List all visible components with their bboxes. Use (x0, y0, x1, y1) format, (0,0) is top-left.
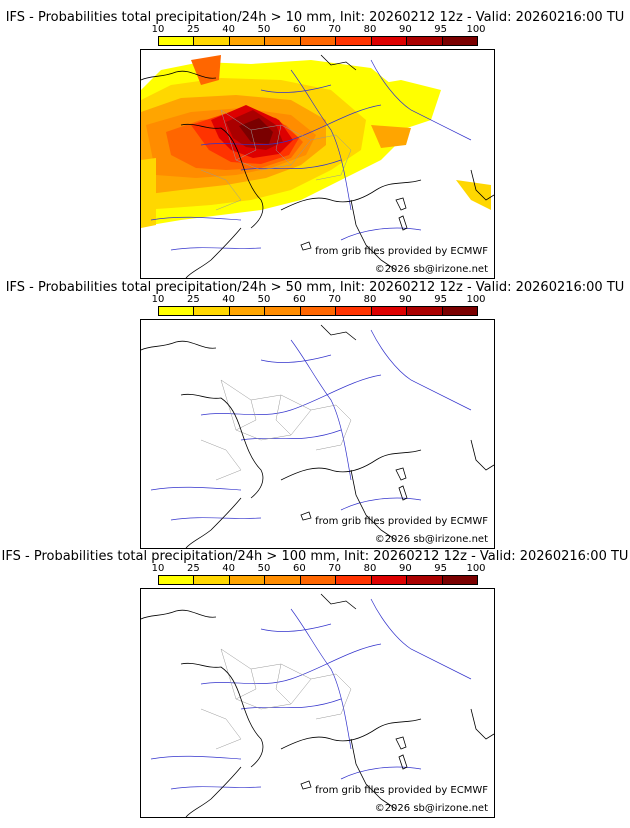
coast-layer (141, 54, 494, 278)
colorbar-tick-label: 80 (363, 563, 377, 574)
colorbar-tick-label: 95 (434, 563, 448, 574)
colorbar-tick-label: 95 (434, 294, 448, 305)
colorbar-swatch (442, 37, 477, 45)
map-svg (141, 54, 494, 278)
colorbar-tick-label: 90 (398, 563, 412, 574)
colorbar-labels: 10 25 40 50 60 70 80 90 95 100 (140, 564, 514, 574)
colorbar-swatch (407, 37, 443, 45)
colorbar-swatch (371, 37, 408, 45)
colorbar-swatch (265, 307, 301, 315)
map-50mm: from grib files provided by ECMWF ©2026 … (140, 319, 495, 549)
colorbar-swatch (371, 307, 408, 315)
colorbar-swatch (442, 307, 477, 315)
colorbar-swatch (194, 576, 230, 584)
precip-layer (141, 55, 491, 228)
colorbar-tick-label: 40 (222, 294, 236, 305)
map-10mm: from grib files provided by ECMWF ©2026 … (140, 49, 495, 279)
colorbar-labels: 10 25 40 50 60 70 80 90 95 100 (140, 25, 514, 35)
colorbar-swatch (336, 307, 372, 315)
colorbar-swatch (300, 37, 337, 45)
colorbar-tick-label: 40 (222, 24, 236, 35)
rivers-layer (150, 598, 472, 790)
colorbar-swatch (229, 37, 266, 45)
colorbar-tick-label: 80 (363, 24, 377, 35)
colorbar-swatch (265, 37, 301, 45)
colorbar-swatch (407, 576, 443, 584)
colorbar-tick-label: 50 (257, 563, 271, 574)
colorbar (158, 36, 478, 46)
rivers-layer (150, 329, 472, 521)
colorbar-tick-label: 10 (151, 24, 165, 35)
panel-title: IFS - Probabilities total precipitation/… (5, 10, 625, 25)
colorbar-tick-label: 100 (466, 24, 486, 35)
colorbar-tick-label: 70 (328, 24, 342, 35)
colorbar-swatch (159, 307, 195, 315)
panel-title: IFS - Probabilities total precipitation/… (1, 549, 629, 564)
credit-source: from grib files provided by ECMWF (315, 785, 488, 796)
colorbar-tick-label: 70 (328, 294, 342, 305)
colorbar-tick-label: 25 (186, 563, 200, 574)
colorbar-swatch (159, 37, 195, 45)
colorbar-tick-label: 50 (257, 24, 271, 35)
colorbar-swatch (336, 37, 372, 45)
map-100mm: from grib files provided by ECMWF ©2026 … (140, 588, 495, 818)
panel-100mm: IFS - Probabilities total precipitation/… (0, 539, 630, 818)
colorbar-tick-label: 60 (292, 563, 306, 574)
colorbar-tick-label: 10 (151, 294, 165, 305)
map-svg (141, 593, 494, 817)
rivers-layer (150, 59, 472, 251)
colorbar-tick-label: 70 (328, 563, 342, 574)
borders-layer (200, 648, 352, 750)
panel-10mm: IFS - Probabilities total precipitation/… (0, 0, 630, 279)
colorbar-tick-label: 25 (186, 294, 200, 305)
colorbar-swatch (159, 576, 195, 584)
borders-layer (200, 109, 352, 211)
colorbar-swatch (194, 37, 230, 45)
colorbar-swatch (336, 576, 372, 584)
credit-source: from grib files provided by ECMWF (315, 516, 488, 527)
credit-source: from grib files provided by ECMWF (315, 246, 488, 257)
colorbar-tick-label: 100 (466, 294, 486, 305)
colorbar-swatch (194, 307, 230, 315)
colorbar-swatch (265, 576, 301, 584)
colorbar-swatch (229, 307, 266, 315)
panel-title: IFS - Probabilities total precipitation/… (5, 280, 625, 295)
colorbar-swatch (300, 576, 337, 584)
credit-copyright: ©2026 sb@irizone.net (374, 803, 488, 814)
colorbar-tick-label: 60 (292, 294, 306, 305)
colorbar-tick-label: 80 (363, 294, 377, 305)
colorbar-swatch (300, 307, 337, 315)
colorbar-swatch (442, 576, 477, 584)
colorbar-tick-label: 50 (257, 294, 271, 305)
colorbar-tick-label: 90 (398, 294, 412, 305)
colorbar-tick-label: 25 (186, 24, 200, 35)
colorbar-tick-label: 40 (222, 563, 236, 574)
credit-copyright: ©2026 sb@irizone.net (374, 264, 488, 275)
colorbar-tick-label: 100 (466, 563, 486, 574)
coast-layer (141, 593, 494, 817)
colorbar-tick-label: 95 (434, 24, 448, 35)
colorbar (158, 306, 478, 316)
map-svg (141, 324, 494, 548)
coast-layer (141, 324, 494, 548)
colorbar-tick-label: 90 (398, 24, 412, 35)
credit-copyright: ©2026 sb@irizone.net (374, 534, 488, 545)
colorbar (158, 575, 478, 585)
colorbar-swatch (371, 576, 408, 584)
panel-50mm: IFS - Probabilities total precipitation/… (0, 270, 630, 549)
colorbar-labels: 10 25 40 50 60 70 80 90 95 100 (140, 295, 514, 305)
colorbar-swatch (407, 307, 443, 315)
colorbar-tick-label: 10 (151, 563, 165, 574)
borders-layer (200, 379, 352, 481)
colorbar-tick-label: 60 (292, 24, 306, 35)
colorbar-swatch (229, 576, 266, 584)
